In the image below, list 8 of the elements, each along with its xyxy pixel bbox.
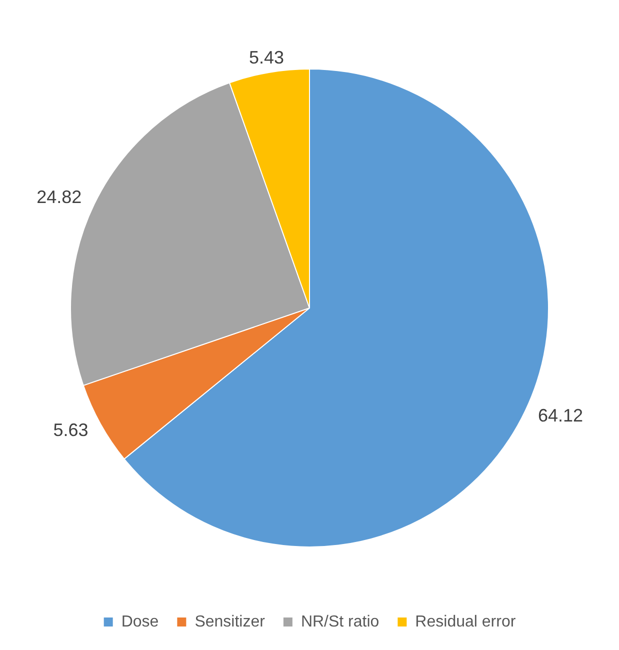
data-label: 5.43 (249, 48, 284, 68)
data-label: 64.12 (538, 406, 584, 426)
legend-label: NR/St ratio (300, 613, 380, 630)
data-label: 5.63 (53, 420, 88, 440)
legend-label: Sensitizer (194, 613, 266, 630)
data-label: 24.82 (36, 186, 82, 207)
legend-label: Dose (121, 613, 159, 630)
legend-label: Residual error (415, 613, 516, 630)
